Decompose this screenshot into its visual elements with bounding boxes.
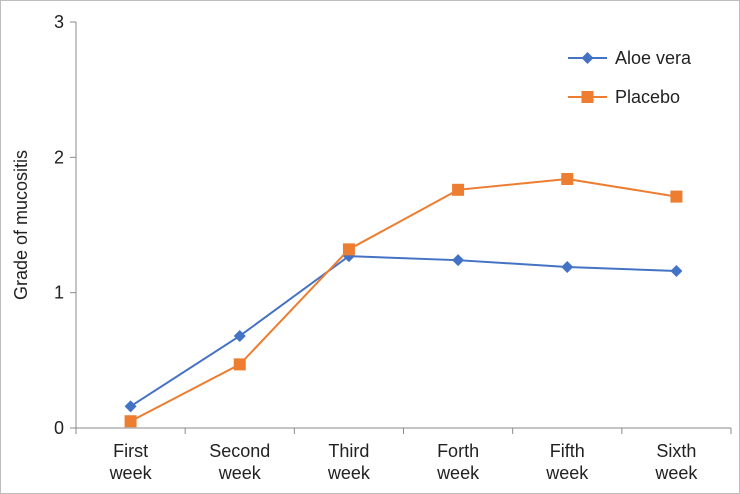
y-tick-label: 0 (54, 418, 64, 438)
x-tick-labels: First week Second week Third week Forth week Fif… (109, 441, 699, 483)
data-point-placebo (452, 183, 465, 196)
series-line-placebo (130, 177, 677, 423)
axes (70, 21, 732, 434)
legend-label: Aloe vera (615, 48, 692, 68)
y-axis-label: Grade of mucositis (11, 150, 31, 300)
data-point-aloe-vera (670, 265, 683, 278)
data-point-placebo (342, 243, 355, 256)
data-point-aloe-vera (561, 260, 574, 273)
series-aloe-vera (124, 250, 683, 413)
legend-item-placebo: Placebo (568, 87, 680, 107)
data-point-aloe-vera (452, 254, 465, 267)
y-tick-label: 1 (54, 283, 64, 303)
legend-marker (581, 52, 594, 64)
data-point-placebo (124, 415, 137, 428)
legend-item-aloe-vera: Aloe vera (568, 48, 692, 68)
data-point-placebo (561, 172, 574, 185)
legend: Aloe vera Placebo (568, 48, 692, 107)
data-point-aloe-vera (124, 400, 137, 413)
data-point-aloe-vera (233, 329, 246, 342)
y-tick-label: 2 (54, 147, 64, 167)
legend-label: Placebo (615, 87, 680, 107)
series-line-aloe-vera (130, 255, 677, 408)
legend-marker (581, 91, 594, 103)
series-placebo (124, 172, 683, 428)
x-tick-label: Sixth week (654, 441, 698, 483)
data-point-placebo (233, 358, 246, 371)
x-tick-label: Forth week (436, 441, 480, 483)
y-tick-labels: 0 1 2 3 (54, 12, 64, 438)
series-layer (124, 172, 683, 428)
data-point-placebo (670, 190, 683, 203)
x-tick-label: Second week (209, 441, 270, 483)
x-tick-label: First week (109, 441, 153, 483)
x-tick-label: Fifth week (545, 441, 589, 483)
y-tick-label: 3 (54, 12, 64, 32)
x-tick-label: Third week (327, 441, 371, 483)
